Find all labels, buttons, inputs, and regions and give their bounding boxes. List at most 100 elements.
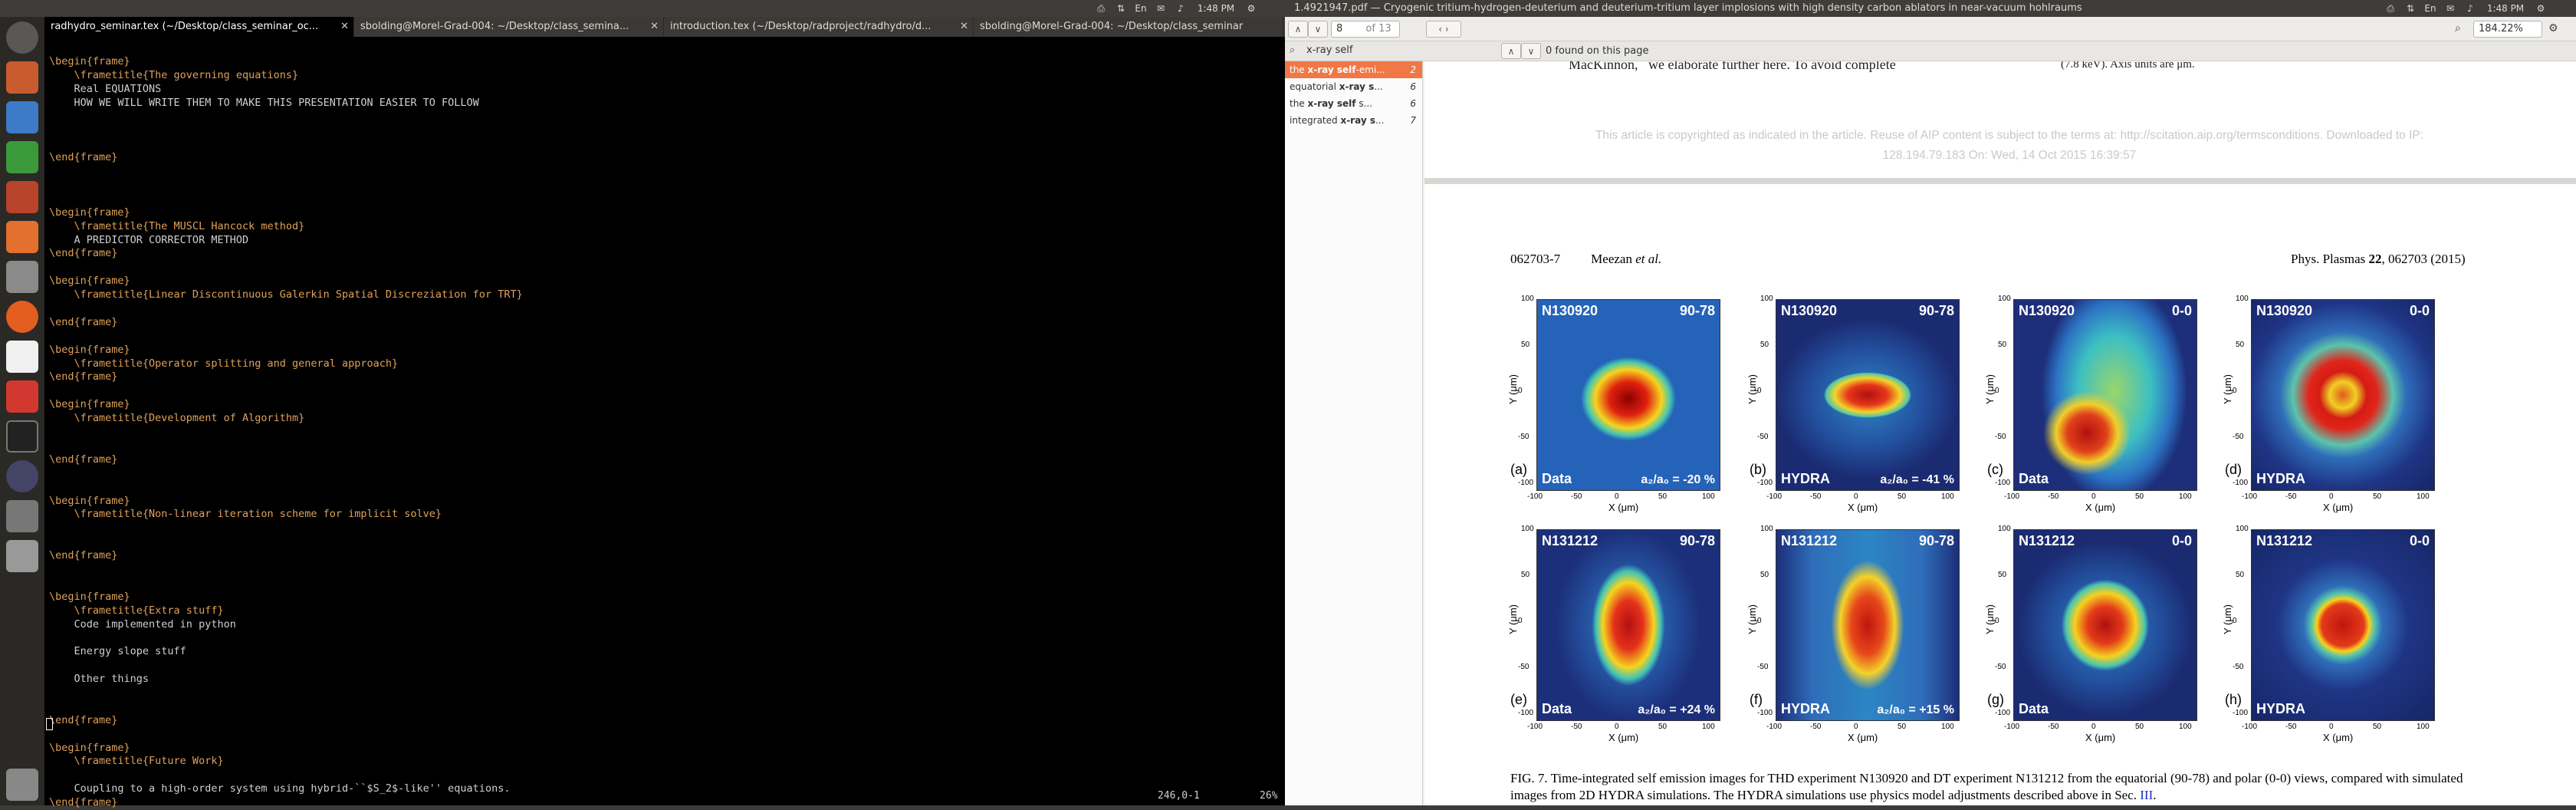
next-page-icon[interactable]: ∨ <box>1308 21 1328 38</box>
caption-text: FIG. 7. Time-integrated self emission im… <box>1510 771 2463 802</box>
find-next-button[interactable]: ∨ <box>1521 43 1541 59</box>
volume-icon[interactable]: ♪ <box>1178 3 1184 14</box>
x-tick: -50 <box>1571 492 1582 501</box>
files-icon[interactable] <box>6 61 38 94</box>
trash-icon[interactable] <box>6 769 38 801</box>
panel-tag: (g) <box>1987 692 2004 707</box>
terminal-icon[interactable] <box>6 420 38 453</box>
code-text: \frametitle{Linear Discontinuous Galerki… <box>49 288 523 301</box>
latex-brace: } <box>111 247 118 260</box>
zoom-field[interactable]: 184.22% <box>2473 21 2542 38</box>
latex-env: frame <box>80 713 112 726</box>
search-input[interactable]: x-ray self <box>1306 44 1353 56</box>
back-forward-buttons[interactable]: ‹ › <box>1426 21 1461 38</box>
keyboard-icon[interactable]: En <box>1135 3 1147 14</box>
code-text: Coupling to a high-order system using hy… <box>49 782 511 795</box>
code-line: \frametitle{Non-linear iteration scheme … <box>49 508 1276 522</box>
close-icon[interactable]: ✕ <box>650 21 659 32</box>
gear-icon[interactable]: ⚙ <box>2548 22 2558 35</box>
printer-icon[interactable]: ⎙ <box>1097 3 1105 14</box>
code-text: Real EQUATIONS <box>49 82 162 95</box>
terminal-tab[interactable]: sbolding@Morel-Grad-004: ~/Desktop/class… <box>974 17 1283 37</box>
y-tick: 0 <box>2233 387 2237 395</box>
prev-page-icon[interactable]: ∧ <box>1288 21 1308 38</box>
y-tick: -50 <box>2233 433 2244 441</box>
network-icon[interactable]: ⇅ <box>1116 3 1125 14</box>
close-icon[interactable]: ✕ <box>960 21 968 32</box>
section-link[interactable]: III <box>2140 788 2154 802</box>
pdf-page[interactable]: MacKinnon, we elaborate further here. To… <box>1424 61 2576 805</box>
search-result-item[interactable]: integrated x-ray s... 7 <box>1285 112 1422 129</box>
gmail-icon[interactable] <box>6 341 38 373</box>
mail-icon[interactable]: ✉ <box>1156 3 1165 14</box>
firefox-icon[interactable] <box>6 301 38 333</box>
latex-env: frame <box>92 398 124 411</box>
inkscape-icon[interactable] <box>6 460 38 492</box>
latex-brace: } <box>123 343 130 356</box>
terminal-tab[interactable]: radhydro_seminar.tex (~/Desktop/class_se… <box>44 17 354 37</box>
code-line <box>49 631 1276 645</box>
system-settings-icon[interactable] <box>6 261 38 293</box>
evince-icon[interactable] <box>6 380 38 413</box>
x-tick: 50 <box>1658 723 1668 731</box>
search-result-item[interactable]: the x-ray self-emi... 2 <box>1285 61 1422 78</box>
y-axis-label: Y (μm) <box>2222 604 2234 635</box>
shot-label: N130920 <box>1542 303 1598 318</box>
asymmetry-label: a₂/a₀ = -41 % <box>1880 473 1954 486</box>
source-label: Data <box>1542 471 1572 486</box>
network-icon[interactable]: ⇅ <box>2406 3 2415 14</box>
y-tick: 50 <box>1521 341 1530 349</box>
latex-brace: } <box>123 55 130 68</box>
latex-command: \end{ <box>49 713 80 726</box>
code-line: A PREDICTOR CORRECTOR METHOD <box>49 234 1276 248</box>
calc-icon[interactable] <box>6 141 38 173</box>
x-tick: -50 <box>1571 723 1582 731</box>
y-tick: 100 <box>1521 525 1534 533</box>
figure-caption: FIG. 7. Time-integrated self emission im… <box>1510 770 2499 804</box>
code-text: A PREDICTOR CORRECTOR METHOD <box>49 233 249 246</box>
code-text: \frametitle{Non-linear iteration scheme … <box>49 508 442 521</box>
latex-command: \end{ <box>49 151 80 164</box>
search-results-sidebar: the x-ray self-emi... 2 equatorial x-ray s… <box>1285 61 1423 805</box>
keyboard-icon[interactable]: En <box>2424 3 2436 14</box>
mail-icon[interactable]: ✉ <box>2446 3 2455 14</box>
caption-end: . <box>2153 788 2157 802</box>
panel-tag: (a) <box>1510 462 1527 477</box>
x-tick: 50 <box>2135 492 2144 501</box>
search-result-item[interactable]: equatorial x-ray s... 6 <box>1285 78 1422 95</box>
drive-icon[interactable] <box>6 500 38 532</box>
latex-command: \begin{ <box>49 206 93 219</box>
usb-icon[interactable] <box>6 540 38 572</box>
close-icon[interactable]: ✕ <box>340 21 349 32</box>
impress-icon[interactable] <box>6 181 38 213</box>
search-result-item[interactable]: the x-ray self s... 6 <box>1285 95 1422 112</box>
page-number-field[interactable]: 8 of 13 <box>1331 21 1400 38</box>
volume-icon[interactable]: ♪ <box>2467 3 2473 14</box>
x-tick: -50 <box>1810 492 1822 501</box>
terminal-tab[interactable]: introduction.tex (~/Desktop/radproject/r… <box>664 17 974 37</box>
x-tick: 50 <box>2135 723 2144 731</box>
settings-icon[interactable]: ⚙ <box>2536 3 2545 14</box>
y-axis-label: Y (μm) <box>2222 374 2234 405</box>
printer-icon[interactable]: ⎙ <box>2387 3 2394 14</box>
clock-left[interactable]: 1:48 PM <box>1197 3 1235 14</box>
code-line: Coupling to a high-order system using hy… <box>49 782 1276 796</box>
x-axis-label: X (μm) <box>1848 732 1878 743</box>
clock-right[interactable]: 1:48 PM <box>2486 3 2525 14</box>
settings-icon[interactable]: ⚙ <box>1247 3 1256 14</box>
search-icon[interactable]: ⌕ <box>2455 22 2461 35</box>
writer-icon[interactable] <box>6 101 38 133</box>
latex-env: frame <box>80 796 112 809</box>
find-previous-button[interactable]: ∧ <box>1501 43 1521 59</box>
dash-home-icon[interactable] <box>6 21 38 54</box>
find-bar: ⌕ x-ray self ∧ ∨ 0 found on this page <box>1285 41 2576 61</box>
code-text: \frametitle{Operator splitting and gener… <box>49 357 399 370</box>
y-axis-label: Y (μm) <box>1746 374 1759 405</box>
terminal-tab[interactable]: sbolding@Morel-Grad-004: ~/Desktop/class… <box>354 17 664 37</box>
vim-buffer[interactable]: \begin{frame} \frametitle{The governing … <box>49 55 1276 808</box>
software-center-icon[interactable] <box>6 221 38 253</box>
code-line <box>49 110 1276 124</box>
result-match: x-ray self <box>1307 98 1356 109</box>
x-tick: -100 <box>2004 492 2020 501</box>
view-label: 0-0 <box>2171 533 2192 548</box>
